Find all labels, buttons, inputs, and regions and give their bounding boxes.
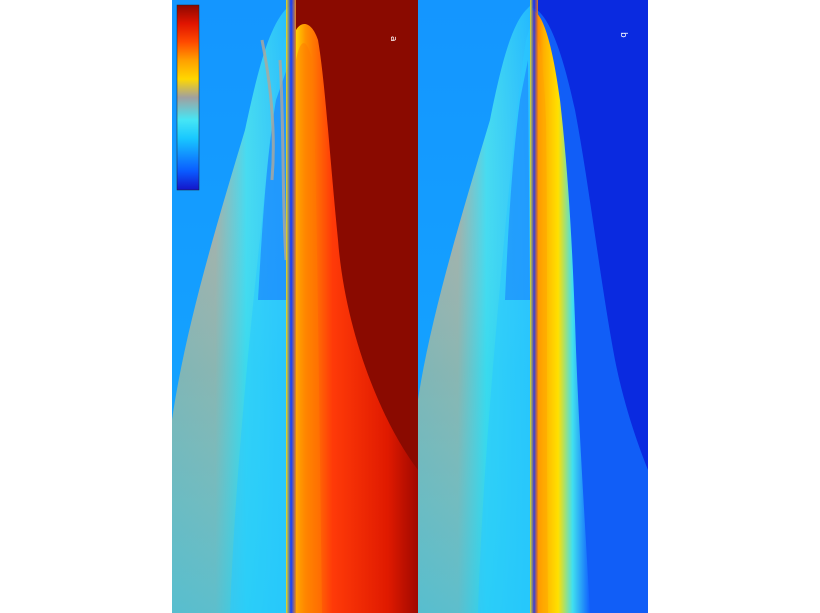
colorbar	[176, 4, 200, 191]
panel-b	[418, 0, 648, 613]
panel-a	[172, 0, 418, 613]
panel-a-label: a	[388, 36, 398, 42]
panel-b-label: b	[618, 32, 628, 38]
